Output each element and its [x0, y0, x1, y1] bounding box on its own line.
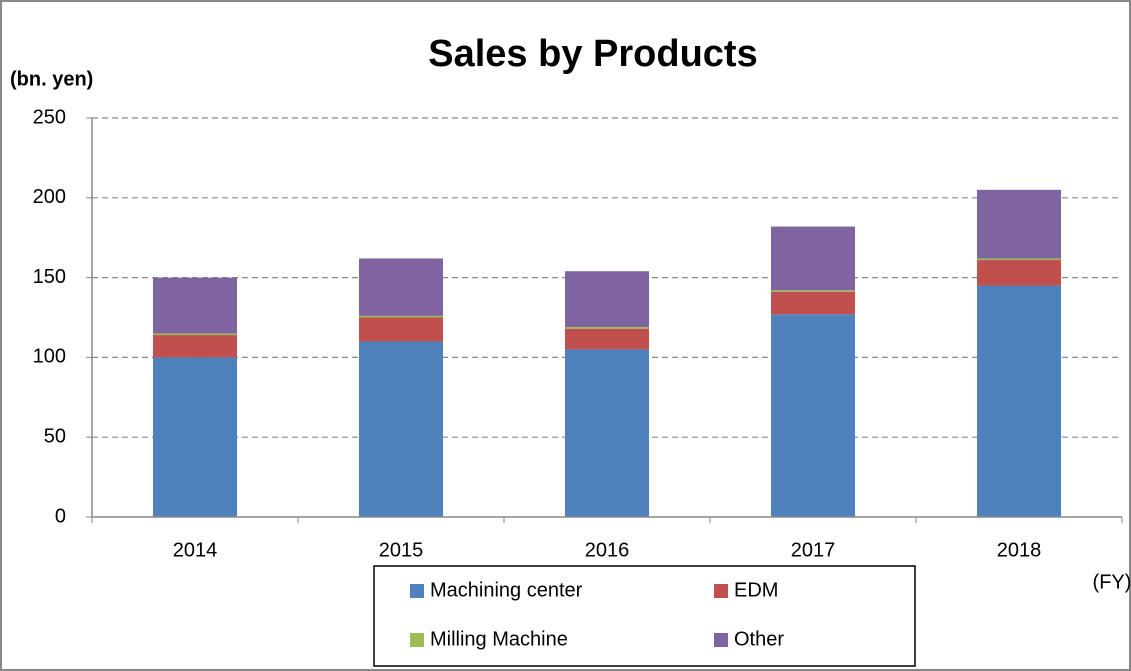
bar-segment: [153, 335, 237, 358]
x-tick-label: 2018: [997, 539, 1042, 561]
bar-segment: [359, 341, 443, 517]
bar-segment: [771, 314, 855, 517]
bar-segment: [565, 328, 649, 350]
bar-segment: [359, 315, 443, 318]
y-tick-label: 200: [33, 186, 66, 208]
bar-segment: [771, 291, 855, 315]
x-tick-label: 2016: [585, 539, 630, 561]
legend-swatch: [714, 584, 728, 598]
bar-segment: [153, 333, 237, 336]
bar-segment: [977, 258, 1061, 261]
legend-label: Milling Machine: [430, 628, 568, 650]
x-tick-label: 2015: [379, 539, 424, 561]
bar-segment: [565, 327, 649, 329]
bar-segment: [359, 258, 443, 316]
bar-segment: [153, 277, 237, 334]
y-tick-label: 50: [44, 425, 66, 447]
x-tick-label: 2014: [173, 539, 218, 561]
bar-segment: [977, 189, 1061, 259]
y-tick-label: 0: [55, 505, 66, 527]
y-tick-label: 250: [33, 106, 66, 128]
x-tick-label: 2017: [791, 539, 836, 561]
bar-segment: [359, 317, 443, 342]
y-tick-label: 150: [33, 266, 66, 288]
legend-label: Machining center: [430, 579, 583, 601]
legend-box: [373, 565, 916, 667]
legend-swatch: [714, 633, 728, 647]
chart-title: Sales by Products: [428, 33, 757, 75]
bar-segment: [977, 285, 1061, 517]
y-tick-label: 100: [33, 346, 66, 368]
y-axis-label: (bn. yen): [10, 68, 93, 90]
legend-swatch: [410, 633, 424, 647]
x-axis-label: (FY): [1093, 571, 1131, 593]
bar-segment: [565, 271, 649, 328]
legend-label: Other: [734, 628, 784, 650]
bar-segment: [771, 226, 855, 291]
bar-segment: [771, 290, 855, 292]
legend-swatch: [410, 584, 424, 598]
bar-segment: [565, 349, 649, 517]
bar-segment: [977, 260, 1061, 286]
bar-segment: [153, 357, 237, 517]
legend-label: EDM: [734, 579, 778, 601]
